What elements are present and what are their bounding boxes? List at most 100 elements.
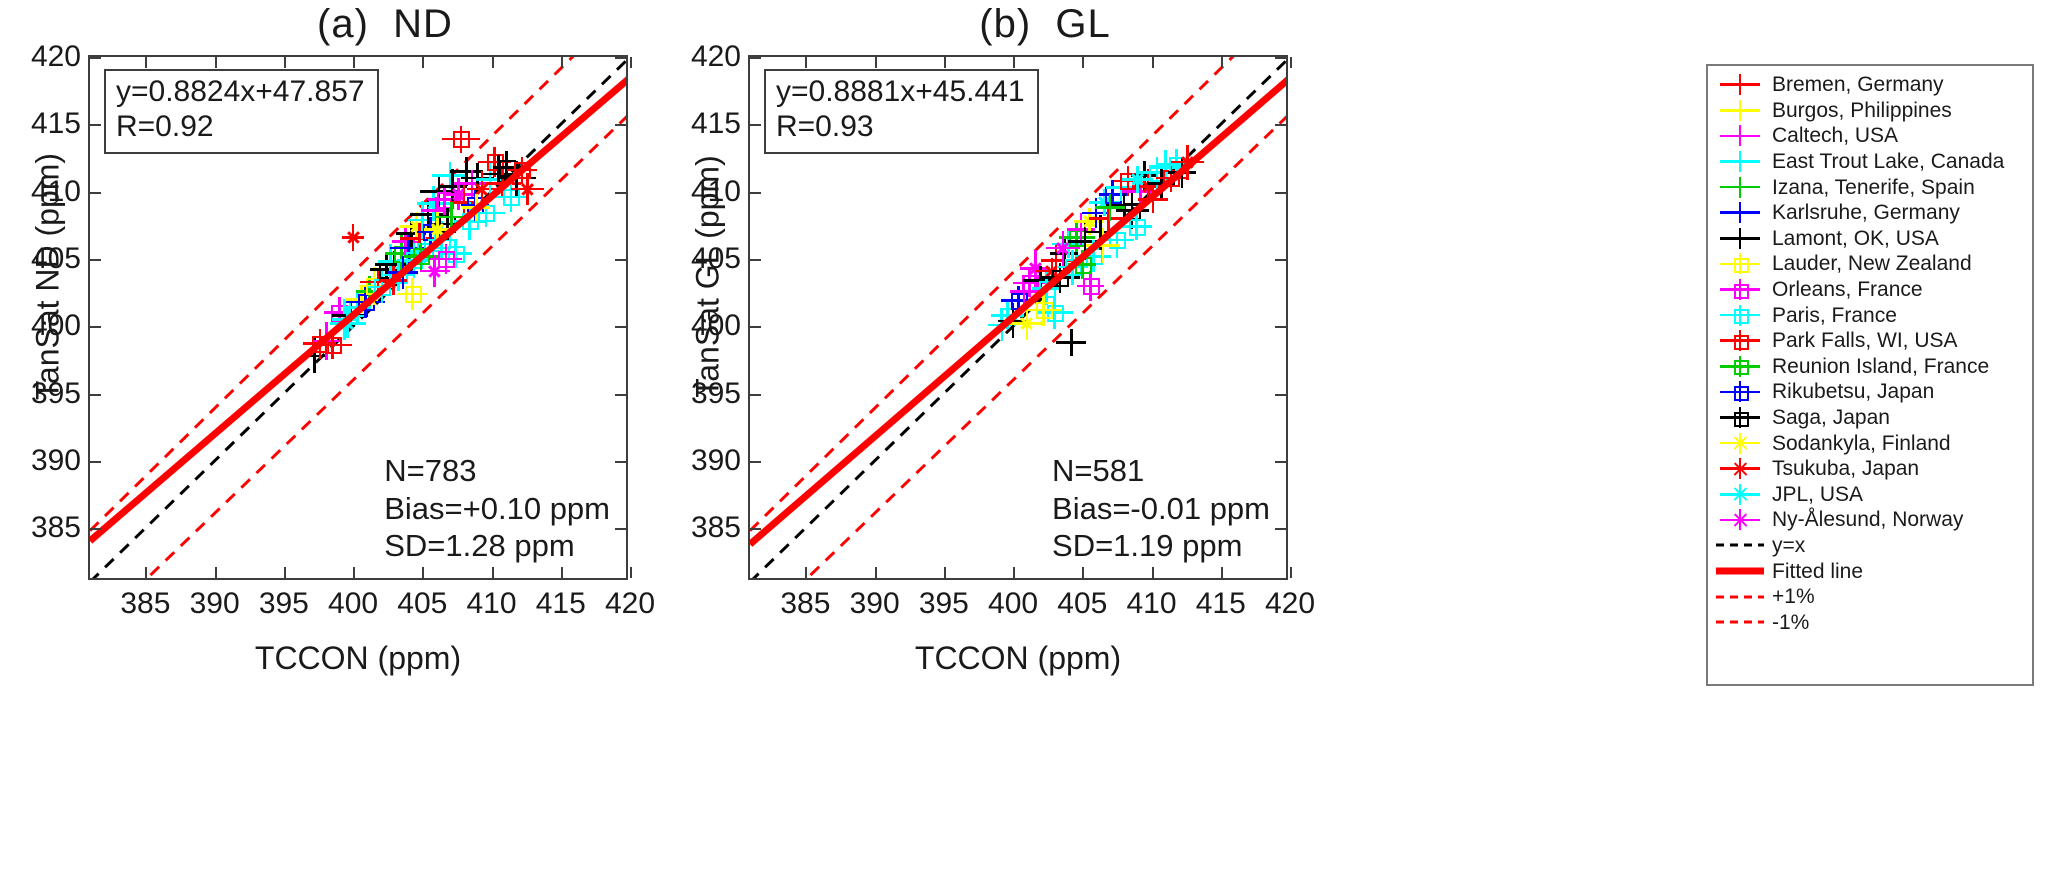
x-axis-tick-label: 400: [988, 587, 1039, 620]
x-axis-tick-label: 420: [604, 587, 656, 620]
y-axis-tick-mark: [750, 191, 761, 194]
panel-b-plot-area: y=0.8881x+45.441 R=0.93 N=581 Bias=-0.01…: [691, 40, 1315, 620]
legend-item-station[interactable]: Karlsruhe, Germany: [1714, 200, 2028, 226]
x-axis-tick-mark: [874, 567, 877, 578]
legend-item-label: Ny-Ålesund, Norway: [1772, 508, 1964, 532]
x-axis-tick-mark: [630, 57, 632, 68]
legend-item-label: Paris, France: [1772, 303, 1897, 327]
y-axis-tick-mark: [1275, 326, 1286, 329]
legend-item-station[interactable]: Rikubetsu, Japan: [1714, 379, 2028, 405]
y-axis-tick-mark: [615, 191, 626, 194]
legend-item-label: y=x: [1772, 533, 1806, 557]
plus-marker-icon: [1714, 150, 1768, 174]
y-axis-tick-mark: [1275, 460, 1286, 463]
legend-item-station[interactable]: Tsukuba, Japan: [1714, 456, 2028, 482]
x-axis-tick-mark: [1013, 57, 1016, 68]
x-axis-tick-label: 400: [328, 587, 379, 620]
y-axis-tick-label: 395: [30, 376, 81, 410]
x-axis-tick-label: 415: [1195, 587, 1246, 620]
x-axis-tick-mark: [1220, 567, 1223, 578]
legend-item-station[interactable]: Park Falls, WI, USA: [1714, 328, 2028, 354]
legend-item-station[interactable]: Burgos, Philippines: [1714, 98, 2028, 124]
panel-a-xaxis-label: TCCON (ppm): [254, 640, 462, 676]
y-axis-tick-label: 410: [30, 174, 81, 208]
legend-item-station[interactable]: Reunion Island, France: [1714, 354, 2028, 380]
panel-a-stats-box: N=783 Bias=+0.10 ppm SD=1.28 ppm: [384, 452, 610, 564]
x-axis-tick-label: 395: [918, 587, 969, 620]
y-axis-tick-mark: [750, 57, 761, 59]
panel-b-n: N=581: [1052, 453, 1145, 489]
x-axis-tick-mark: [630, 567, 632, 578]
y-axis-tick-label: 405: [30, 241, 81, 275]
legend-item-station[interactable]: Lamont, OK, USA: [1714, 226, 2028, 252]
legend-item-station[interactable]: Saga, Japan: [1714, 405, 2028, 431]
y-axis-tick-label: 420: [690, 40, 741, 73]
legend-item-station[interactable]: JPL, USA: [1714, 482, 2028, 508]
legend-item-station[interactable]: Izana, Tenerife, Spain: [1714, 174, 2028, 200]
legend-item-line[interactable]: +1%: [1714, 584, 2028, 610]
legend-item-station[interactable]: East Trout Lake, Canada: [1714, 149, 2028, 175]
panel-a-sd: SD=1.28 ppm: [384, 527, 575, 563]
plus-marker-icon: [1714, 98, 1768, 122]
y-axis-tick-mark: [615, 258, 626, 261]
x-axis-tick-label: 410: [1126, 587, 1177, 620]
y-axis-tick-label: 400: [30, 309, 81, 343]
x-axis-tick-mark: [874, 57, 877, 68]
y-axis-tick-mark: [615, 57, 626, 59]
panel-a: (a) ND y=0.8824x+47.857 R=0.92 N=783 Bia…: [0, 0, 680, 877]
legend-item-station[interactable]: Bremen, Germany: [1714, 72, 2028, 98]
legend-item-label: Lamont, OK, USA: [1772, 226, 1939, 250]
legend-item-label: -1%: [1772, 610, 1810, 634]
x-axis-tick-mark: [805, 567, 808, 578]
legend-item-station[interactable]: Sodankyla, Finland: [1714, 430, 2028, 456]
x-axis-tick-mark: [1082, 567, 1085, 578]
plus-marker-icon: [1714, 124, 1768, 148]
x-axis-tick-mark: [283, 57, 286, 68]
legend-item-line[interactable]: y=x: [1714, 533, 2028, 559]
legend-item-line[interactable]: -1%: [1714, 609, 2028, 635]
legend-item-label: Bremen, Germany: [1772, 73, 1944, 97]
y-axis-tick-mark: [90, 191, 101, 194]
legend-item-label: Karlsruhe, Germany: [1772, 201, 1960, 225]
legend-item-station[interactable]: Caltech, USA: [1714, 123, 2028, 149]
plus-marker-icon: [1714, 175, 1768, 199]
x-axis-tick-label: 410: [466, 587, 517, 620]
y-axis-tick-label: 420: [30, 40, 81, 73]
plus-marker-icon: [1714, 226, 1768, 250]
x-axis-tick-label: 385: [780, 587, 831, 620]
plus-marker-icon: [1714, 201, 1768, 225]
legend-item-label: Izana, Tenerife, Spain: [1772, 175, 1975, 199]
legend-item-station[interactable]: Orleans, France: [1714, 277, 2028, 303]
y-axis-tick-label: 390: [690, 443, 741, 477]
y-axis-tick-mark: [1275, 258, 1286, 261]
x-axis-tick-mark: [1290, 567, 1292, 578]
plus-marker-icon: [1714, 73, 1768, 97]
legend-item-label: Burgos, Philippines: [1772, 98, 1952, 122]
legend-item-line[interactable]: Fitted line: [1714, 558, 2028, 584]
legend-item-label: Lauder, New Zealand: [1772, 252, 1972, 276]
legend-item-station[interactable]: Ny-Ålesund, Norway: [1714, 507, 2028, 533]
y-axis-tick-label: 415: [690, 107, 741, 141]
x-axis-tick-mark: [491, 567, 494, 578]
y-axis-tick-mark: [615, 124, 626, 127]
x-axis-tick-mark: [1082, 57, 1085, 68]
square-plus-marker-icon: [1714, 354, 1768, 378]
x-axis-tick-mark: [491, 57, 494, 68]
legend-item-station[interactable]: Lauder, New Zealand: [1714, 251, 2028, 277]
x-axis-tick-mark: [283, 567, 286, 578]
square-plus-marker-icon: [1714, 380, 1768, 404]
panel-a-plot-area: y=0.8824x+47.857 R=0.92 N=783 Bias=+0.10…: [31, 40, 655, 620]
x-axis-tick-label: 385: [120, 587, 171, 620]
x-axis-tick-mark: [1220, 57, 1223, 68]
y-axis-tick-mark: [90, 460, 101, 463]
panel-a-n: N=783: [384, 453, 477, 489]
legend-item-label: Rikubetsu, Japan: [1772, 380, 1935, 404]
square-plus-marker-icon: [1714, 252, 1768, 276]
y-axis-tick-mark: [615, 326, 626, 329]
x-axis-tick-mark: [422, 57, 425, 68]
legend-item-station[interactable]: Paris, France: [1714, 302, 2028, 328]
panel-b-stats-box: N=581 Bias=-0.01 ppm SD=1.19 ppm: [1052, 452, 1270, 564]
star-marker-icon: [1714, 508, 1768, 532]
legend-item-label: +1%: [1772, 585, 1815, 609]
